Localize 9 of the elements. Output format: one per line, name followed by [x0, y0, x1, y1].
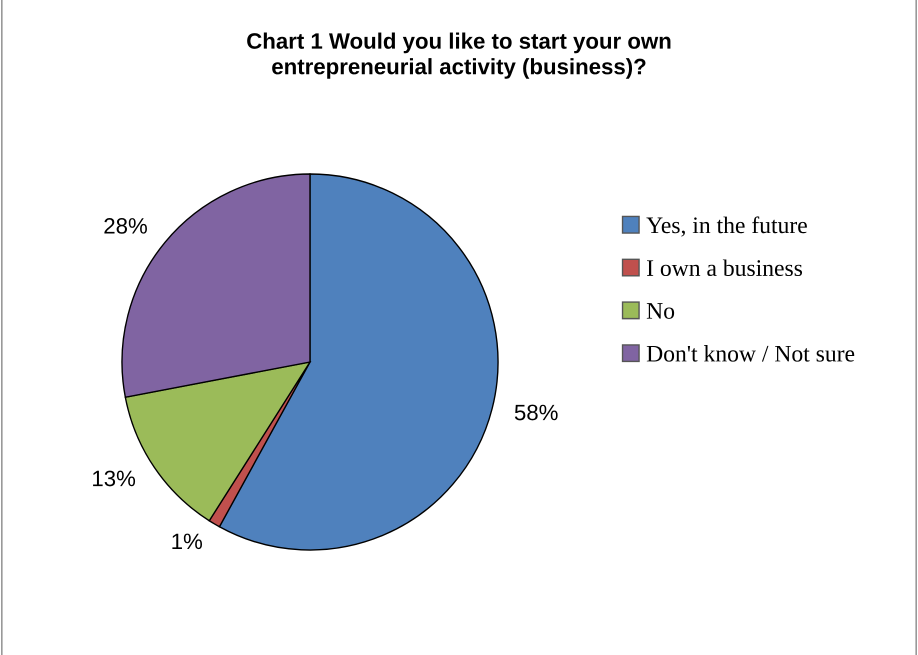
data-label: 1%	[172, 534, 202, 550]
data-label: 58%	[514, 404, 558, 420]
data-label: 28%	[104, 218, 147, 234]
legend-label: Don't know / Not sure	[646, 345, 854, 362]
data-label: 13%	[93, 470, 136, 486]
chart-title: Chart 1 Would you like to start your own entrepreneurial activity (business)?	[247, 32, 670, 79]
legend-label: I own a business	[647, 259, 802, 276]
legend-label: Yes, in the future	[646, 216, 807, 237]
legend-label: No	[646, 303, 674, 319]
